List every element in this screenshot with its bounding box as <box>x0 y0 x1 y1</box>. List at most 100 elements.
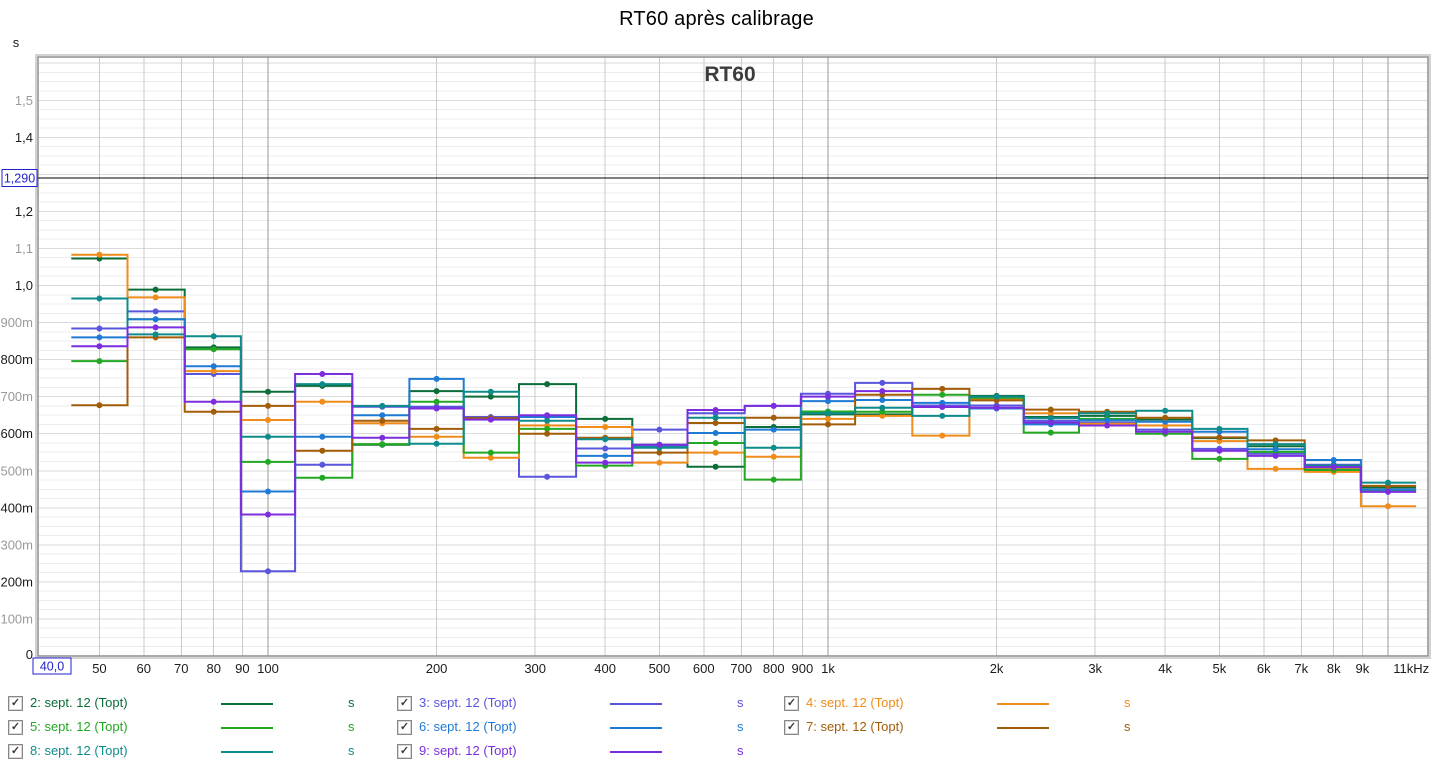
legend-checkbox-5[interactable]: ✓ <box>8 720 23 735</box>
legend-label-5: 5: sept. 12 (Topt) <box>30 719 128 734</box>
svg-text:200: 200 <box>426 661 448 676</box>
legend-label-9: 9: sept. 12 (Topt) <box>419 743 517 758</box>
legend-unit-6: s <box>737 719 744 734</box>
x-tick-labels: 50 60 70 80 90 100 200 300 400 500 600 700 800 900 1k 2… <box>92 661 1429 676</box>
legend-checkbox-9[interactable]: ✓ <box>397 744 412 759</box>
svg-text:1,4: 1,4 <box>15 130 33 145</box>
legend-label-3: 3: sept. 12 (Topt) <box>419 695 517 710</box>
svg-text:600: 600 <box>693 661 715 676</box>
svg-text:0: 0 <box>26 647 33 662</box>
svg-text:5k: 5k <box>1213 661 1227 676</box>
svg-text:9k: 9k <box>1356 661 1370 676</box>
legend-swatch-5 <box>221 727 273 729</box>
legend-item-5: ✓ 5: sept. 12 (Topt) s <box>8 719 380 737</box>
svg-text:70: 70 <box>174 661 188 676</box>
legend-label-2: 2: sept. 12 (Topt) <box>30 695 128 710</box>
cursor-x-box <box>32 657 72 675</box>
check-icon: ✓ <box>399 721 410 733</box>
check-icon: ✓ <box>786 697 797 709</box>
legend-item-4: ✓ 4: sept. 12 (Topt) s <box>784 695 1156 713</box>
cursor-y-readout: 1,290 <box>1 169 38 187</box>
series-8-trace <box>71 295 1417 486</box>
legend: ✓ 2: sept. 12 (Topt) s ✓ 5: sept. 12 (Topt) s… <box>0 688 1433 764</box>
svg-text:200m: 200m <box>0 574 33 589</box>
legend-checkbox-3[interactable]: ✓ <box>397 696 412 711</box>
svg-text:1k: 1k <box>821 661 835 676</box>
svg-text:4k: 4k <box>1158 661 1172 676</box>
check-icon: ✓ <box>10 745 21 757</box>
svg-text:600m: 600m <box>0 426 33 441</box>
grid <box>38 57 1428 656</box>
legend-unit-7: s <box>1124 719 1131 734</box>
svg-text:300: 300 <box>524 661 546 676</box>
legend-item-8: ✓ 8: sept. 12 (Topt) s <box>8 743 380 761</box>
svg-text:100m: 100m <box>0 611 33 626</box>
cursor-x-readout: 40,0 <box>32 657 72 675</box>
legend-label-8: 8: sept. 12 (Topt) <box>30 743 128 758</box>
plot-inner-title: RT60 <box>704 63 755 86</box>
legend-swatch-8 <box>221 751 273 753</box>
legend-swatch-9 <box>610 751 662 753</box>
legend-label-6: 6: sept. 12 (Topt) <box>419 719 517 734</box>
y-tick-labels: 100m 200m 300m 400m 500m 600m 700m 800m 900m 1,0 1… <box>0 93 33 662</box>
legend-unit-4: s <box>1124 695 1131 710</box>
svg-text:300m: 300m <box>0 537 33 552</box>
plot-frame-outer <box>35 54 1431 659</box>
rt60-plot[interactable]: 100m 200m 300m 400m 500m 600m 700m 800m 900m 1,0 1… <box>0 0 1433 690</box>
legend-checkbox-6[interactable]: ✓ <box>397 720 412 735</box>
y-axis-unit-label: s <box>13 35 20 50</box>
svg-text:60: 60 <box>137 661 151 676</box>
svg-text:900m: 900m <box>0 315 33 330</box>
series-9-trace <box>71 324 1417 518</box>
svg-text:3k: 3k <box>1088 661 1102 676</box>
svg-text:800: 800 <box>763 661 785 676</box>
cursor-x-value: 40,0 <box>40 660 64 674</box>
legend-item-3: ✓ 3: sept. 12 (Topt) s <box>397 695 769 713</box>
svg-text:100: 100 <box>257 661 279 676</box>
check-icon: ✓ <box>10 697 21 709</box>
check-icon: ✓ <box>786 721 797 733</box>
svg-text:80: 80 <box>206 661 220 676</box>
svg-text:400m: 400m <box>0 500 33 515</box>
legend-swatch-2 <box>221 703 273 705</box>
plot-overlay: s RT60 1,290 40,0 <box>1 35 756 675</box>
legend-checkbox-2[interactable]: ✓ <box>8 696 23 711</box>
chart-main-title: RT60 après calibrage <box>619 8 814 30</box>
legend-checkbox-8[interactable]: ✓ <box>8 744 23 759</box>
legend-unit-3: s <box>737 695 744 710</box>
check-icon: ✓ <box>399 745 410 757</box>
legend-unit-2: s <box>348 695 355 710</box>
legend-unit-9: s <box>737 743 744 758</box>
svg-text:800m: 800m <box>0 352 33 367</box>
svg-text:1,5: 1,5 <box>15 93 33 108</box>
svg-text:700: 700 <box>730 661 752 676</box>
svg-text:2k: 2k <box>990 661 1004 676</box>
svg-text:8k: 8k <box>1327 661 1341 676</box>
svg-text:50: 50 <box>92 661 106 676</box>
legend-item-7: ✓ 7: sept. 12 (Topt) s <box>784 719 1156 737</box>
svg-text:400: 400 <box>594 661 616 676</box>
svg-text:1,0: 1,0 <box>15 278 33 293</box>
cursor-y-value: 1,290 <box>4 172 35 186</box>
legend-swatch-6 <box>610 727 662 729</box>
check-icon: ✓ <box>399 697 410 709</box>
svg-text:1,2: 1,2 <box>15 204 33 219</box>
svg-text:700m: 700m <box>0 389 33 404</box>
svg-text:6k: 6k <box>1257 661 1271 676</box>
svg-text:500: 500 <box>649 661 671 676</box>
legend-unit-8: s <box>348 743 355 758</box>
legend-item-9: ✓ 9: sept. 12 (Topt) s <box>397 743 769 761</box>
legend-item-2: ✓ 2: sept. 12 (Topt) s <box>8 695 380 713</box>
legend-checkbox-4[interactable]: ✓ <box>784 696 799 711</box>
svg-text:1,1: 1,1 <box>15 241 33 256</box>
legend-swatch-4 <box>997 703 1049 705</box>
legend-checkbox-7[interactable]: ✓ <box>784 720 799 735</box>
plot-frame <box>37 56 1429 657</box>
legend-swatch-3 <box>610 703 662 705</box>
legend-swatch-7 <box>997 727 1049 729</box>
svg-text:7k: 7k <box>1294 661 1308 676</box>
svg-text:90: 90 <box>235 661 249 676</box>
check-icon: ✓ <box>10 721 21 733</box>
series-2-trace <box>71 255 1417 491</box>
